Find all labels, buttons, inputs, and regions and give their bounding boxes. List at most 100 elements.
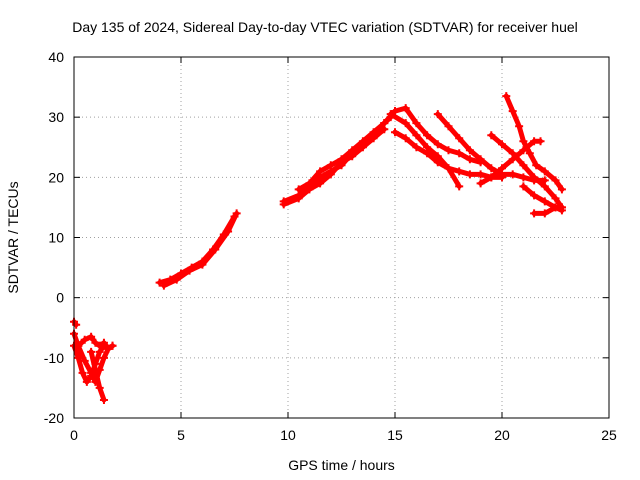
data-point	[530, 191, 539, 200]
series-track-16	[487, 131, 566, 212]
data-point	[108, 341, 117, 350]
data-point	[78, 368, 87, 377]
series-track-7	[159, 209, 241, 290]
data-point	[294, 194, 303, 203]
series-track-10	[294, 113, 395, 194]
y-tick-label: 40	[48, 49, 64, 65]
x-tick-label: 25	[601, 427, 617, 443]
data-point	[476, 170, 485, 179]
x-tick-labels: 0 5 10 15 20 25	[70, 427, 617, 443]
data-point	[104, 344, 113, 353]
x-tick-label: 10	[280, 427, 296, 443]
data-point	[465, 170, 474, 179]
data-point	[508, 170, 517, 179]
data-point	[455, 182, 464, 191]
data-point	[380, 119, 389, 128]
y-tick-label: 20	[48, 169, 64, 185]
chart-title: Day 135 of 2024, Sidereal Day-to-day VTE…	[72, 19, 578, 35]
series-track-5	[70, 317, 81, 329]
series-track-4	[87, 347, 108, 404]
data-point	[487, 173, 496, 182]
data-point	[557, 203, 566, 212]
data-point	[532, 161, 541, 170]
data-point	[519, 137, 528, 146]
series-track-6	[155, 212, 239, 287]
data-point	[540, 167, 549, 176]
data-point	[519, 182, 528, 191]
data-point	[74, 353, 83, 362]
data-point	[80, 335, 89, 344]
y-tick-labels: -20 -10 0 10 20 30 40	[44, 49, 64, 426]
data-point	[386, 110, 395, 119]
data-point	[525, 149, 534, 158]
data-point	[391, 128, 399, 137]
y-tick-label: -20	[44, 410, 64, 426]
data-point	[487, 131, 496, 140]
data-point	[412, 143, 421, 152]
data-point	[412, 131, 421, 140]
y-tick-label: -10	[44, 350, 64, 366]
series-track-14	[433, 110, 549, 185]
data-point	[519, 161, 528, 170]
data-point	[530, 209, 539, 218]
data-point	[551, 194, 560, 203]
series-line	[488, 132, 565, 210]
data-point	[536, 137, 545, 146]
data-point	[305, 179, 314, 188]
y-tick-label: 0	[56, 290, 64, 306]
data-point	[433, 152, 442, 161]
data-point	[455, 149, 464, 158]
data-point	[211, 245, 220, 254]
series-track-11	[391, 104, 485, 167]
data-point	[455, 167, 464, 176]
data-point	[465, 155, 474, 164]
series-track-13	[386, 110, 464, 191]
data-point	[508, 107, 517, 116]
data-point	[502, 92, 511, 101]
series-track-17	[476, 137, 545, 188]
data-point	[279, 200, 288, 209]
data-point	[551, 176, 560, 185]
data-point	[412, 119, 421, 128]
data-point	[91, 338, 100, 347]
data-point	[444, 164, 453, 173]
data-point	[326, 170, 335, 179]
data-point	[519, 146, 528, 155]
data-point	[80, 356, 89, 365]
data-point	[87, 371, 96, 380]
data-point	[557, 185, 566, 194]
data-point	[294, 185, 303, 194]
data-point	[515, 122, 524, 131]
data-point	[401, 119, 410, 128]
data-point	[423, 143, 432, 152]
data-point	[401, 134, 410, 143]
data-point	[316, 179, 325, 188]
data-point	[358, 137, 367, 146]
grid-lines	[74, 57, 609, 418]
data-point	[74, 341, 83, 350]
data-point	[540, 209, 549, 218]
data-point	[444, 146, 453, 155]
data-point	[540, 182, 549, 191]
data-point	[401, 104, 410, 113]
data-point	[198, 260, 207, 269]
x-tick-label: 5	[177, 427, 185, 443]
data-point	[95, 341, 104, 350]
data-point	[159, 281, 168, 290]
data-point	[82, 377, 91, 386]
data-point	[172, 275, 181, 284]
data-point	[185, 266, 194, 275]
data-series	[70, 92, 566, 404]
data-point	[369, 128, 378, 137]
plot-frame	[73, 56, 610, 419]
data-point	[433, 110, 442, 119]
data-point	[326, 161, 335, 170]
data-point	[224, 227, 233, 236]
data-point	[87, 332, 96, 341]
data-point	[95, 383, 104, 392]
data-point	[423, 131, 432, 140]
series-track-19	[530, 203, 566, 218]
data-point	[476, 155, 485, 164]
y-tick-label: 10	[48, 230, 64, 246]
